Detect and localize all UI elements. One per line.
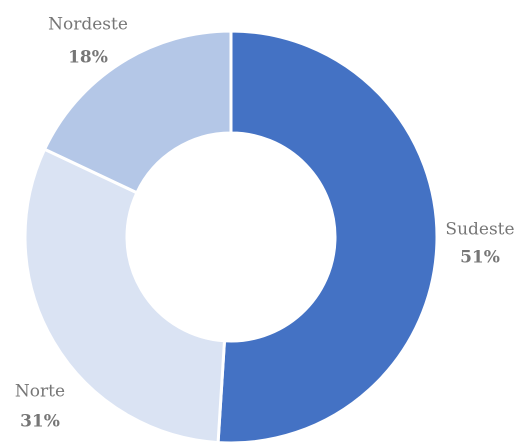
slice-label: Sudeste xyxy=(445,220,514,240)
slice-value-label: 18% xyxy=(68,48,108,68)
slice-label: Nordeste xyxy=(48,15,128,35)
donut-slice xyxy=(216,29,439,444)
slice-value-label: 51% xyxy=(460,248,500,268)
donut-slice xyxy=(42,29,233,195)
slice-value-label: 31% xyxy=(20,412,60,432)
donut-slice xyxy=(23,147,227,444)
slice-label: Norte xyxy=(15,382,65,402)
